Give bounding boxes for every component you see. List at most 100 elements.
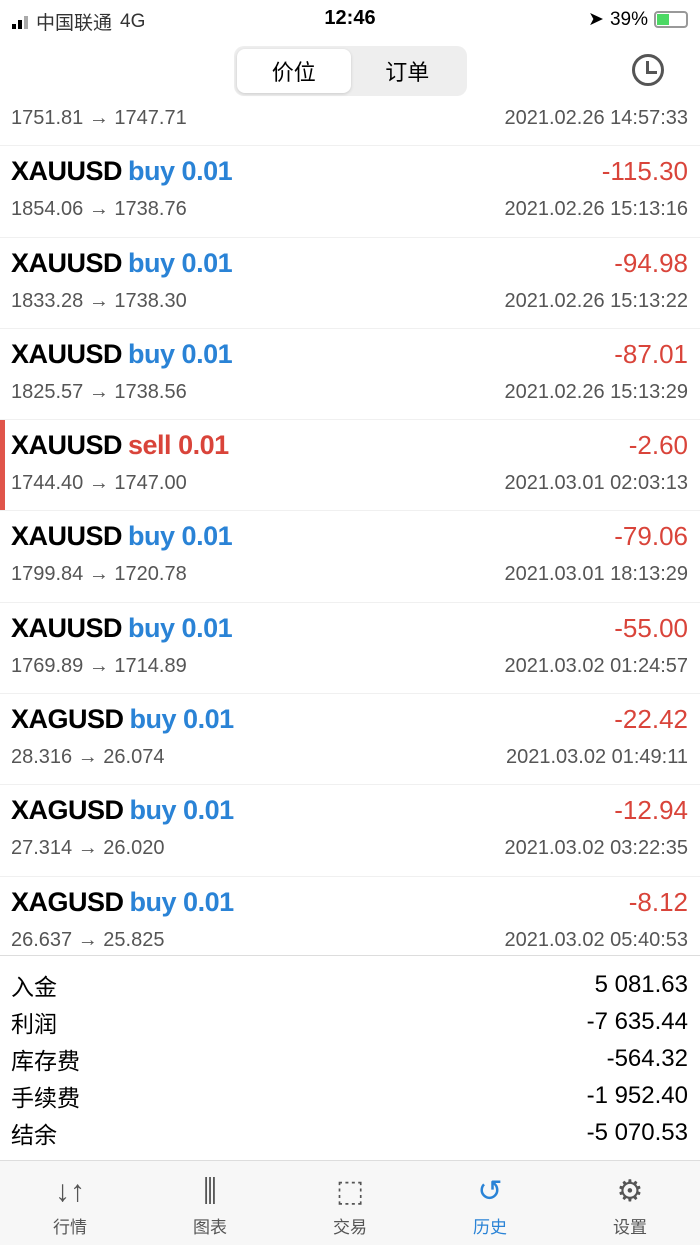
trade-row[interactable]: XAUUSD buy 0.01 1769.89 → 1714.89 -55.00 … (0, 603, 700, 695)
summary-label: 利润 (11, 1010, 57, 1037)
prices: 27.314 → 26.020 (11, 837, 165, 860)
battery-icon (654, 11, 688, 28)
symbol: XAUUSD (11, 156, 123, 187)
battery-percent: 39% (609, 8, 648, 30)
volume: 0.01 (178, 430, 229, 461)
symbol: XAUUSD (11, 338, 123, 369)
candlestick-icon: ⫼ (203, 1175, 217, 1208)
trade-row[interactable]: XAGUSD buy 0.01 27.314 → 26.020 -12.94 20… (0, 785, 700, 877)
profit: -22.42 (614, 704, 688, 735)
volume: 0.01 (181, 612, 233, 643)
close-time: 2021.03.02 01:49:11 (505, 746, 688, 769)
header: 价位 订单 (0, 38, 700, 100)
symbol: XAUUSD (11, 430, 123, 461)
trade-row[interactable]: XAGUSD buy 0.01 26.637 → 25.825 -8.12 202… (0, 877, 700, 955)
arrows-updown-icon: ↓↑ (55, 1175, 85, 1208)
trade-row[interactable]: XAUUSD sell 0.01 1744.40 → 1747.00 -2.60 … (0, 420, 700, 512)
trade-row[interactable]: XAUUSD buy 0.01 1854.06 → 1738.76 -115.30… (0, 146, 700, 238)
segment-prices[interactable]: 价位 (237, 49, 351, 93)
tab-gear[interactable]: ⚙ 设置 (560, 1161, 700, 1245)
summary-label: 结余 (11, 1121, 57, 1148)
tab-label: 设置 (613, 1218, 647, 1237)
summary-row: 手续费 -1 952.40 (0, 1077, 700, 1114)
tab-label: 行情 (53, 1218, 87, 1237)
tab-candlestick[interactable]: ⫼ 图表 (140, 1161, 280, 1245)
prices: 1833.28 → 1738.30 (11, 289, 187, 312)
tab-bar: ↓↑ 行情 ⫼ 图表 ⬚ 交易 ↺ 历史 ⚙ 设置 (0, 1160, 700, 1245)
clock-icon[interactable] (632, 54, 664, 86)
prices: 1854.06 → 1738.76 (11, 198, 187, 221)
prices: 1751.81 → 1747.71 (11, 107, 187, 129)
side: buy (128, 612, 175, 643)
side: sell (128, 430, 172, 461)
summary-row: 结余 -5 070.53 (0, 1114, 700, 1151)
trade-row[interactable]: XAGUSD buy 0.01 28.316 → 26.074 -22.42 20… (0, 694, 700, 786)
volume: 0.01 (183, 795, 234, 826)
trade-side: sell 0.01 (128, 430, 229, 460)
side: buy (128, 156, 175, 187)
summary-value: -1 952.40 (586, 1081, 688, 1109)
prices: 1799.84 → 1720.78 (11, 563, 187, 586)
close-time: 2021.02.26 15:13:16 (504, 198, 688, 221)
network: 4G (120, 10, 146, 32)
side: buy (128, 247, 175, 278)
summary: 入金 5 081.63 利润 -7 635.44 库存费 -564.32 手续费 -1 952… (0, 955, 700, 1151)
volume: 0.01 (181, 338, 233, 369)
tab-label: 图表 (193, 1218, 227, 1237)
profit: -8.12 (628, 886, 688, 917)
carrier: 中国联通 (36, 13, 113, 34)
trade-symbol: XAUUSD buy 0.01 (11, 338, 233, 370)
trade-side: buy 0.01 (128, 338, 233, 369)
trade-symbol: XAUUSD sell 0.01 (11, 430, 229, 461)
trade-symbol: XAGUSD buy 0.01 (11, 887, 234, 918)
side: buy (128, 521, 175, 552)
summary-value: 5 081.63 (594, 970, 688, 998)
profit: -87.01 (614, 338, 688, 369)
trade-symbol: XAUUSD buy 0.01 (11, 156, 233, 187)
trade-side: buy 0.01 (129, 886, 235, 917)
segment-orders[interactable]: 订单 (385, 60, 430, 85)
gear-icon: ⚙ (616, 1175, 644, 1208)
close-time: 2021.03.02 01:24:57 (504, 654, 688, 677)
trade-row[interactable]: XAUUSD buy 0.01 1833.28 → 1738.30 -94.98 … (0, 238, 700, 329)
trade-side: buy 0.01 (129, 704, 235, 735)
trade-row[interactable]: XAUUSD buy 0.01 1799.84 → 1720.78 -79.06 … (0, 511, 700, 603)
prices: 1825.57 → 1738.56 (11, 380, 187, 403)
profit: -55.00 (614, 612, 688, 643)
summary-label: 手续费 (11, 1084, 80, 1111)
tab-arrows-updown[interactable]: ↓↑ 行情 (0, 1161, 140, 1245)
side: buy (129, 704, 177, 735)
summary-label: 入金 (11, 973, 57, 1000)
tab-label: 交易 (333, 1218, 367, 1237)
volume: 0.01 (183, 704, 234, 735)
summary-value: -564.32 (606, 1044, 688, 1072)
trade-symbol: XAGUSD buy 0.01 (11, 704, 234, 735)
trade-side: buy 0.01 (130, 795, 235, 826)
symbol: XAGUSD (11, 886, 124, 917)
segmented-control: 价位 订单 (234, 46, 467, 96)
trade-chart-icon: ⬚ (335, 1175, 365, 1208)
prices: 1769.89 → 1714.89 (11, 654, 187, 677)
symbol: XAGUSD (11, 795, 124, 826)
summary-label: 库存费 (11, 1047, 80, 1074)
tab-history[interactable]: ↺ 历史 (420, 1161, 560, 1245)
volume: 0.01 (181, 247, 233, 278)
close-time: 2021.02.26 15:13:29 (504, 380, 688, 403)
close-time: 2021.02.26 15:13:22 (504, 289, 688, 312)
tab-trade-chart[interactable]: ⬚ 交易 (280, 1161, 420, 1245)
volume: 0.01 (181, 156, 233, 187)
tab-label: 历史 (473, 1218, 507, 1237)
volume: 0.01 (181, 521, 233, 552)
side: buy (129, 886, 177, 917)
trade-row[interactable]: XAUUSD buy 0.01 1825.57 → 1738.56 -87.01 … (0, 329, 700, 421)
symbol: XAGUSD (11, 704, 124, 735)
prices: 28.316 → 26.074 (11, 746, 165, 769)
summary-row: 库存费 -564.32 (0, 1040, 700, 1077)
symbol: XAUUSD (11, 612, 123, 643)
close-time: 2021.03.02 03:22:35 (504, 837, 688, 860)
symbol: XAUUSD (11, 247, 123, 278)
status-bar: 中国联通 4G 12:46 ➤ 39% (0, 0, 700, 38)
history-icon: ↺ (477, 1175, 503, 1208)
